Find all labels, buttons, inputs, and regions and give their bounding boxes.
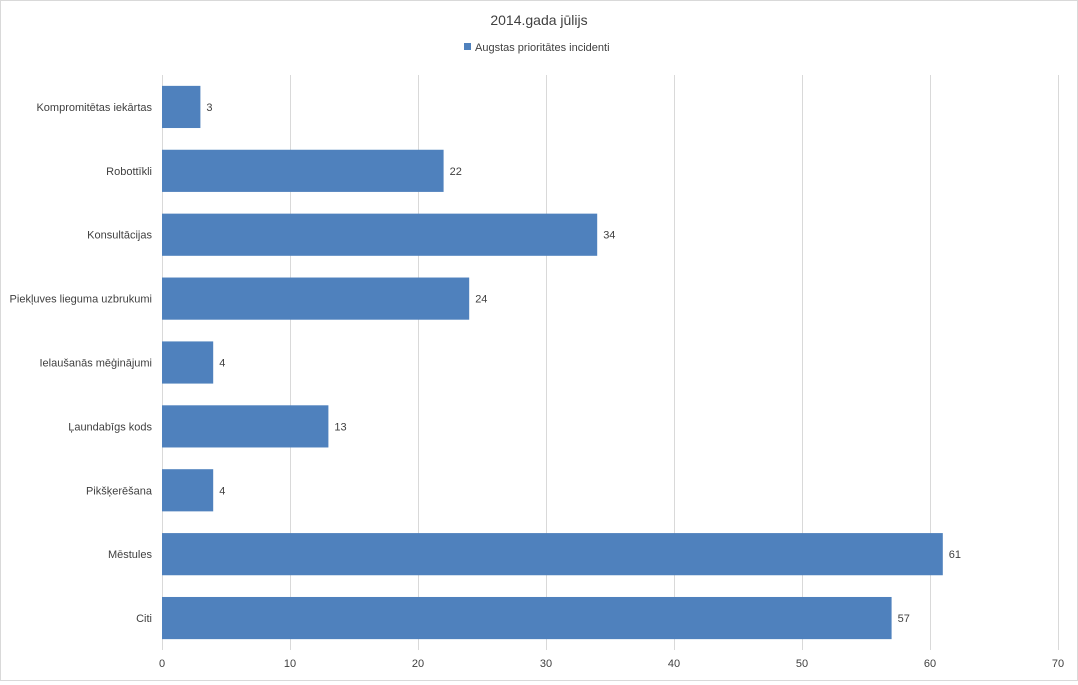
value-label: 22 (450, 166, 462, 178)
bar (162, 149, 444, 192)
category-label: Pikšķerēšana (86, 485, 153, 497)
legend: Augstas prioritātes incidenti (464, 42, 610, 54)
category-label: Ļaundabīgs kods (68, 421, 152, 433)
category-label: Kompromitētas iekārtas (36, 102, 152, 114)
value-label: 24 (475, 294, 487, 306)
x-tick-label: 0 (159, 658, 165, 670)
x-tick-label: 70 (1052, 658, 1064, 670)
legend-label: Augstas prioritātes incidenti (475, 42, 610, 54)
bars (162, 85, 943, 640)
x-tick-labels: 0 10 20 30 40 50 60 70 (159, 658, 1064, 670)
bar (162, 405, 329, 448)
bar (162, 341, 214, 384)
category-labels: Kompromitētas iekārtas Robottīkli Konsultā… (10, 102, 153, 625)
bar (162, 596, 892, 640)
category-label: Robottīkli (106, 166, 152, 178)
bar (162, 213, 598, 256)
value-label: 3 (206, 102, 212, 114)
value-label: 4 (219, 485, 225, 497)
category-label: Ielaušanās mēģinājumi (39, 357, 152, 370)
x-tick-label: 10 (284, 658, 296, 670)
category-label: Mēstules (108, 549, 153, 561)
value-label: 61 (949, 549, 961, 561)
x-tick-label: 20 (412, 658, 424, 670)
x-tick-label: 60 (924, 658, 936, 670)
value-label: 4 (219, 358, 225, 370)
category-label: Piekļuves lieguma uzbrukumi (10, 294, 152, 306)
legend-swatch (464, 43, 471, 50)
bar (162, 85, 201, 129)
category-label: Citi (136, 613, 152, 625)
bar (162, 469, 214, 512)
chart-title: 2014.gada jūlijs (490, 12, 587, 28)
value-label: 13 (334, 421, 346, 433)
bar (162, 533, 943, 576)
value-label: 57 (898, 613, 910, 625)
bar (162, 277, 470, 320)
x-tick-label: 40 (668, 658, 680, 670)
x-tick-label: 50 (796, 658, 808, 670)
value-labels: 3 22 34 24 4 13 4 61 57 (206, 102, 961, 625)
x-tick-label: 30 (540, 658, 552, 670)
value-label: 34 (603, 230, 615, 242)
category-label: Konsultācijas (87, 230, 152, 242)
